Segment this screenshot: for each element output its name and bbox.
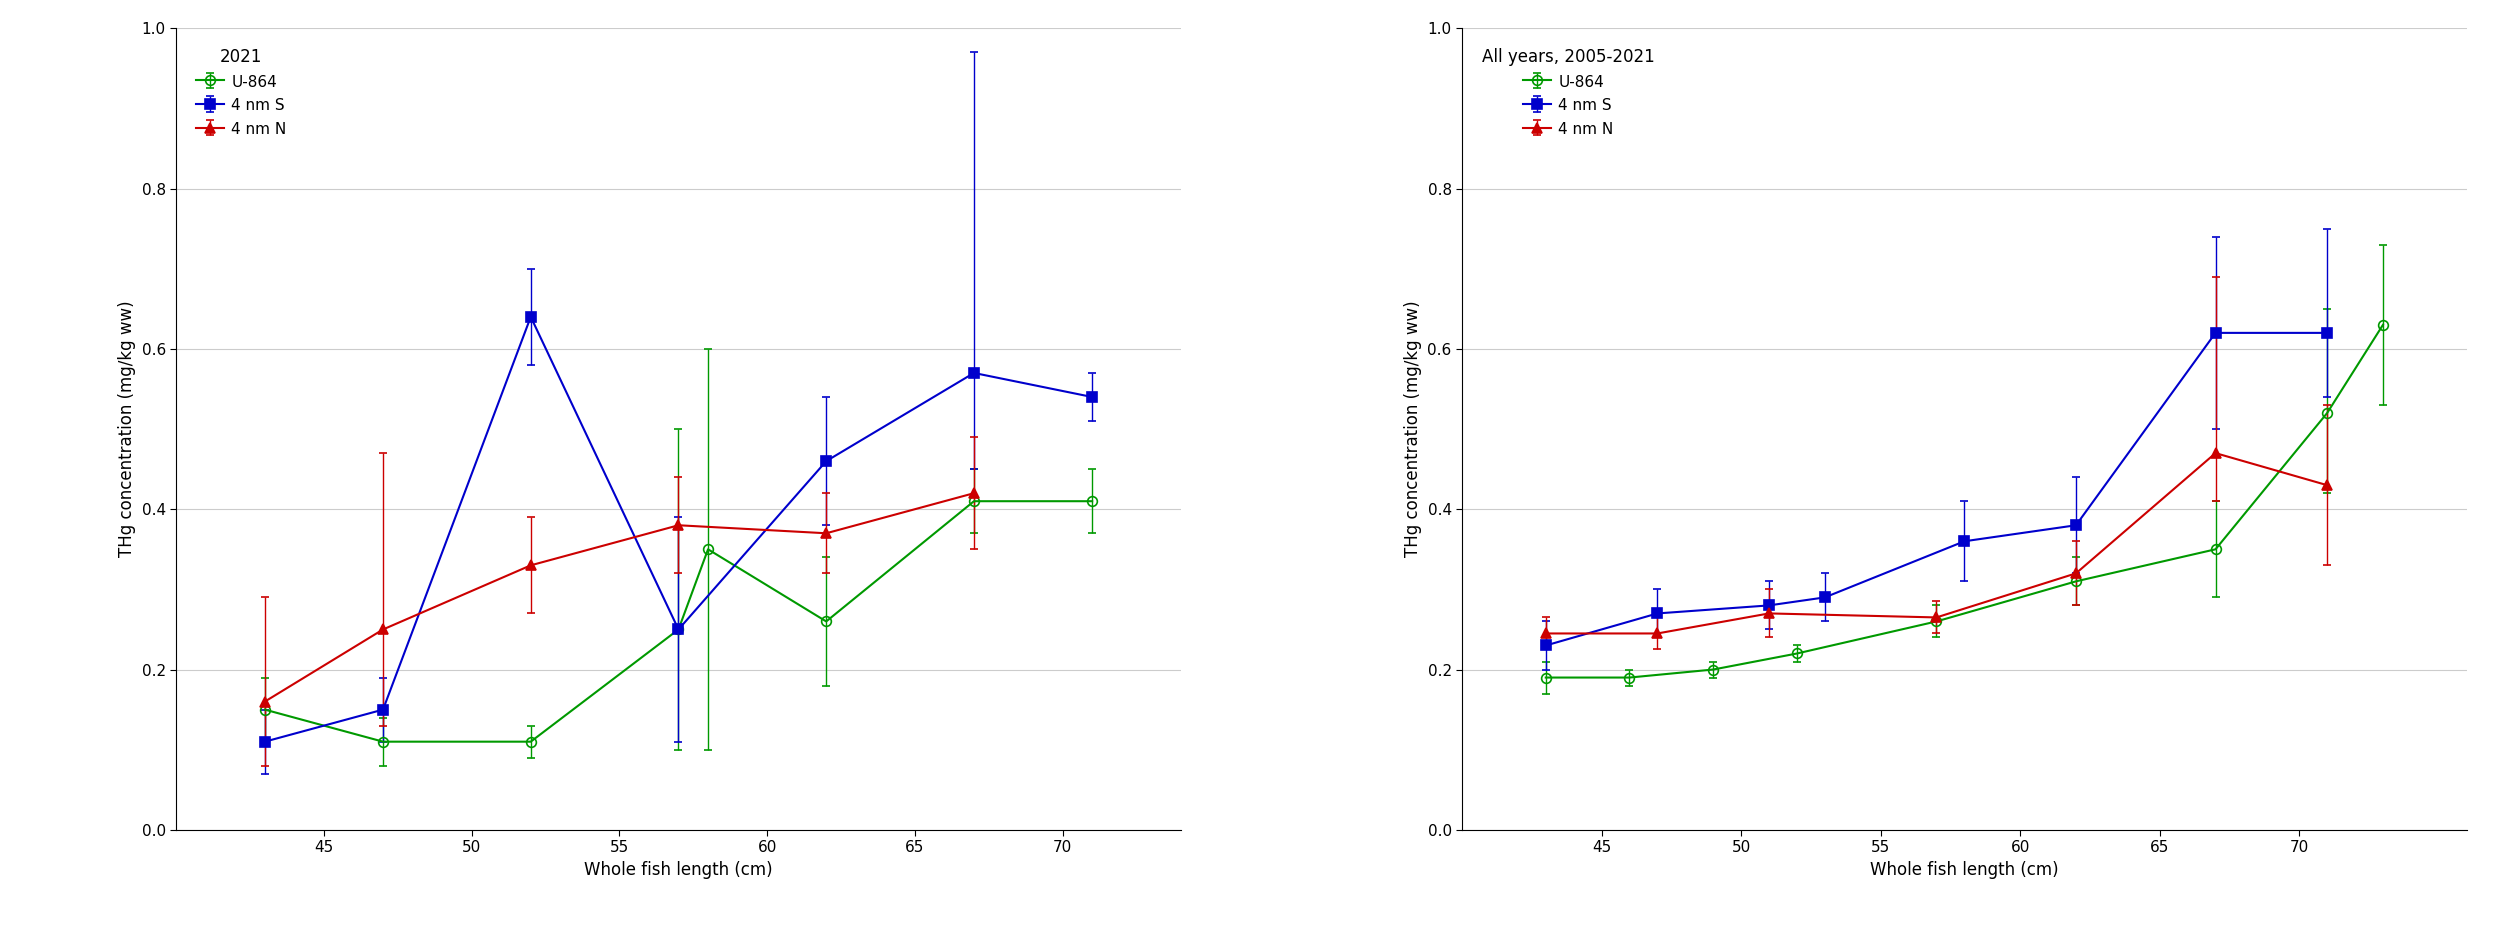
X-axis label: Whole fish length (cm): Whole fish length (cm) [584, 861, 773, 879]
Legend: U-864, 4 nm S, 4 nm N: U-864, 4 nm S, 4 nm N [184, 36, 300, 149]
Legend: U-864, 4 nm S, 4 nm N: U-864, 4 nm S, 4 nm N [1470, 36, 1666, 149]
Y-axis label: THg concentration (mg/kg ww): THg concentration (mg/kg ww) [118, 301, 136, 557]
X-axis label: Whole fish length (cm): Whole fish length (cm) [1870, 861, 2059, 879]
Y-axis label: THg concentration (mg/kg ww): THg concentration (mg/kg ww) [1404, 301, 1422, 557]
